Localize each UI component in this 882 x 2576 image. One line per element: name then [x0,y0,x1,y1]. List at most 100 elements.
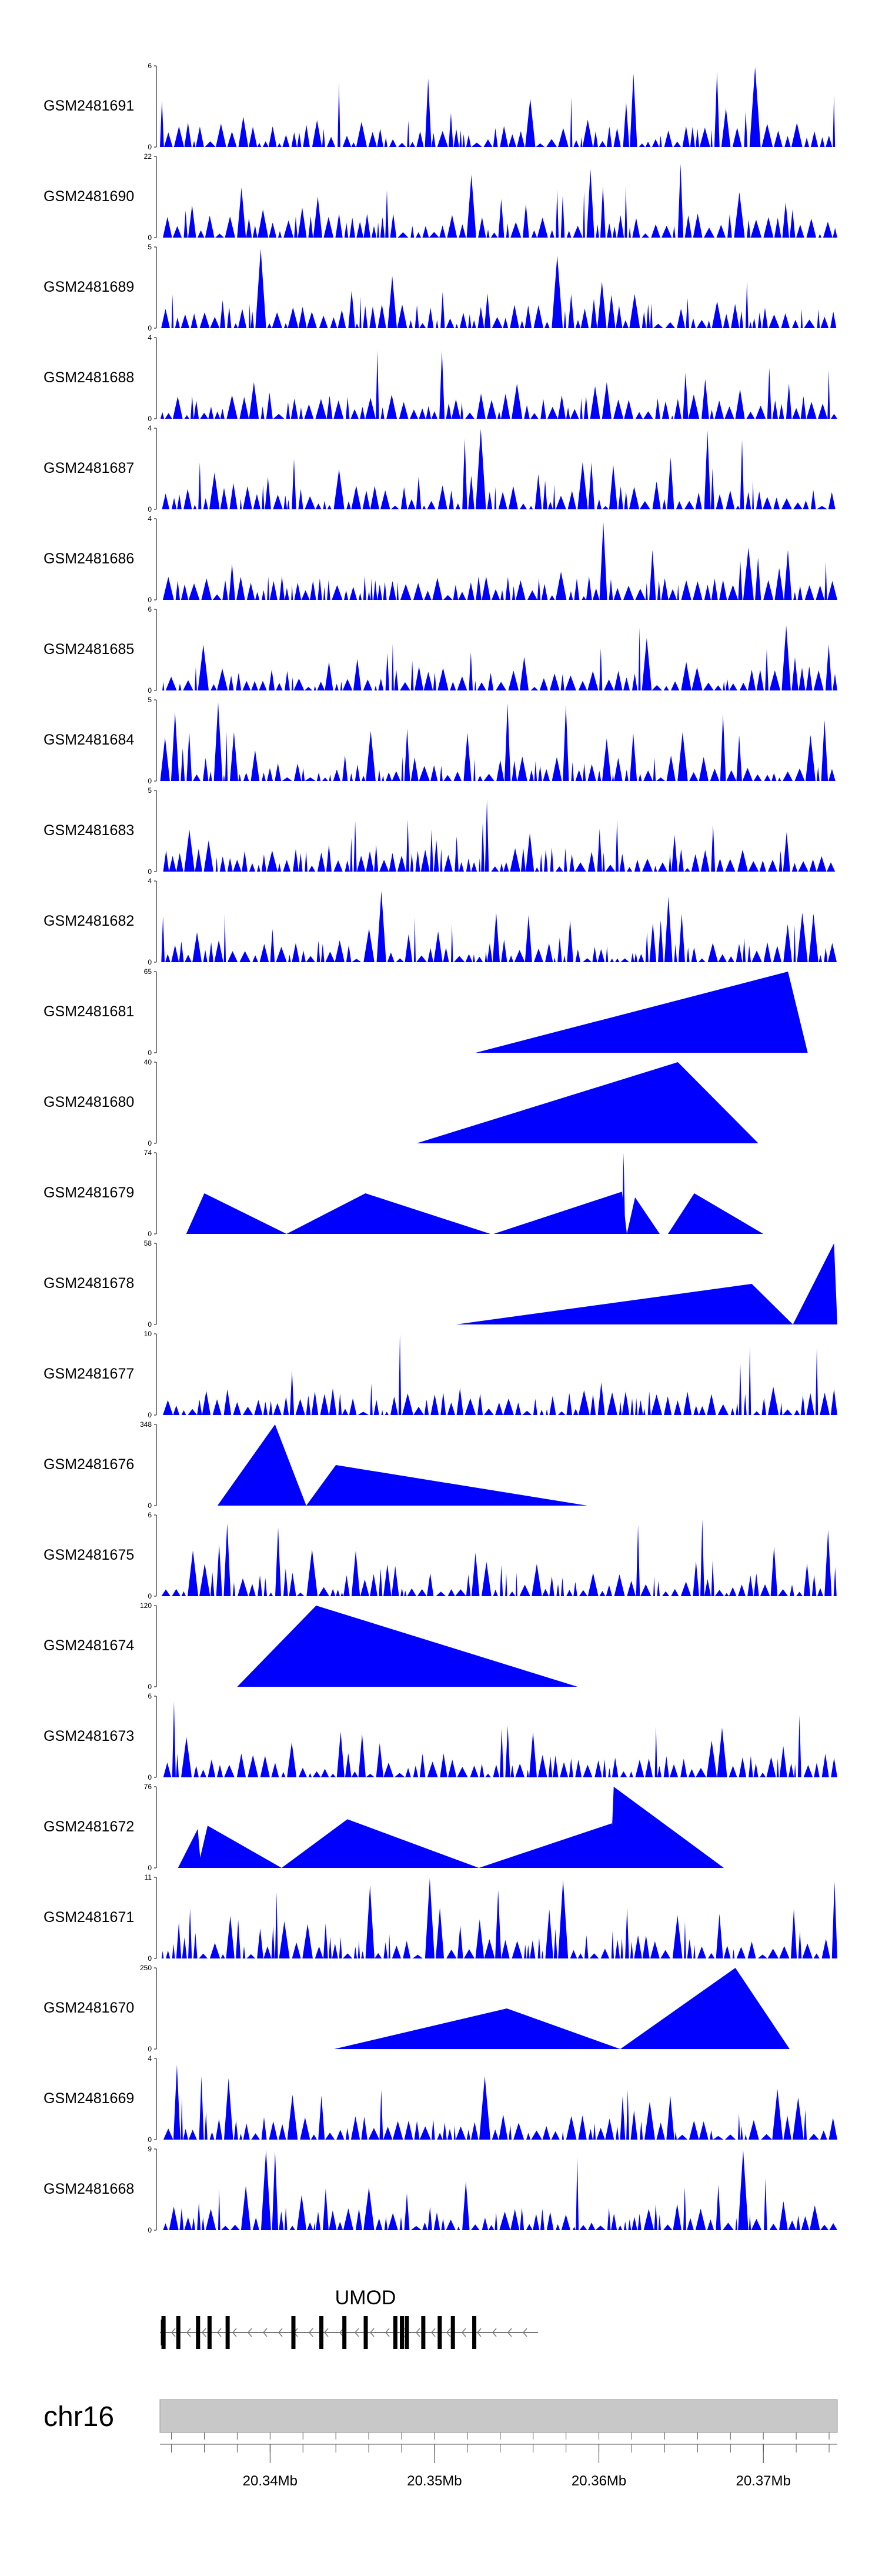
strand-arrow [263,2328,268,2337]
y-max-tick-label: 5 [148,786,152,795]
y-max-tick-label: 250 [140,1964,152,1972]
coverage-peak [217,1424,306,1506]
chromosome-band [159,2399,838,2433]
track-label: GSM2481677 [44,1366,134,1382]
coverage-signal [160,429,837,509]
track-label: GSM2481674 [44,1637,134,1654]
track-label: GSM2481689 [44,279,134,295]
x-tick-label: 20.34Mb [243,2473,298,2489]
track-label: GSM2481680 [44,1094,134,1110]
y-min-tick-label: 0 [148,143,152,151]
y-min-tick-label: 0 [148,2045,152,2053]
gene-exon [400,2316,405,2349]
strand-arrow [507,2328,512,2337]
coverage-peak [186,1193,287,1234]
track-label: GSM2481682 [44,913,134,929]
y-min-tick-label: 0 [148,1230,152,1238]
coverage-signal [160,66,837,148]
track-label: GSM2481676 [44,1456,134,1473]
strand-arrow [248,2328,252,2337]
y-max-tick-label: 4 [148,2054,152,2063]
y-max-tick-label: 22 [144,152,152,161]
chromosome-label: chr16 [44,2401,114,2432]
strand-arrow [232,2328,237,2337]
strand-arrow [171,2328,176,2337]
strand-arrow [309,2328,313,2337]
coverage-peak [178,1828,201,1868]
strand-arrow [523,2328,527,2337]
coverage-peak [622,1153,626,1234]
y-max-tick-label: 4 [148,877,152,885]
y-min-tick-label: 0 [148,324,152,332]
gene-exon [319,2316,324,2349]
y-max-tick-label: 65 [144,967,152,976]
coverage-signal [160,163,837,238]
y-max-tick-label: 120 [140,1601,152,1610]
y-min-tick-label: 0 [148,1411,152,1419]
gene-exon [421,2316,426,2349]
y-max-tick-label: 10 [144,1330,152,1338]
strand-arrow [477,2328,482,2337]
coverage-signal [160,1878,837,1958]
track-label: GSM2481678 [44,1275,134,1292]
y-min-tick-label: 0 [148,777,152,785]
gene-exon [161,2320,166,2345]
coverage-peak [493,1192,627,1234]
strand-arrow [217,2328,222,2337]
gene-exon [176,2316,181,2349]
coverage-signal [160,890,837,962]
y-max-tick-label: 74 [144,1149,152,1157]
track-label: GSM2481685 [44,641,134,658]
strand-arrow [370,2328,375,2337]
track-label: GSM2481679 [44,1184,134,1201]
track-label: GSM2481668 [44,2181,134,2197]
gene-exon [472,2316,477,2349]
strand-arrow [446,2328,451,2337]
coverage-peak [475,972,808,1053]
y-min-tick-label: 0 [148,958,152,966]
track-label: GSM2481669 [44,2090,134,2107]
y-min-tick-label: 0 [148,1954,152,1963]
strand-arrow [385,2328,390,2337]
y-max-tick-label: 5 [148,243,152,251]
strand-arrow [416,2328,420,2337]
y-max-tick-label: 40 [144,1058,152,1066]
y-max-tick-label: 348 [140,1420,152,1429]
coverage-peak [456,1284,793,1324]
coverage-signal [160,350,837,419]
coverage-peak [416,1062,759,1143]
strand-arrow [186,2328,191,2337]
coverage-signal [160,248,837,328]
coverage-peak [627,1197,660,1234]
coverage-peak [281,1819,479,1868]
y-max-tick-label: 6 [148,62,152,70]
x-tick-label: 20.37Mb [736,2473,790,2489]
strand-arrow [431,2328,436,2337]
y-min-tick-label: 0 [148,1139,152,1147]
track-label: GSM2481672 [44,1818,134,1835]
y-max-tick-label: 6 [148,1511,152,1519]
track-label: GSM2481684 [44,732,134,748]
track-label: GSM2481670 [44,2000,134,2016]
gene-exon [405,2316,409,2349]
gene-exon [225,2316,230,2349]
y-max-tick-label: 6 [148,1692,152,1700]
coverage-peak [668,1193,764,1234]
coverage-peak [334,2008,620,2049]
coverage-signal [160,625,837,690]
gene-exon [437,2316,442,2349]
gene-exon [342,2316,347,2349]
gene-exon [450,2316,455,2349]
y-min-tick-label: 0 [148,1049,152,1057]
y-max-tick-label: 4 [148,424,152,432]
y-max-tick-label: 9 [148,2145,152,2153]
y-max-tick-label: 5 [148,696,152,704]
track-label: GSM2481681 [44,1003,134,1020]
coverage-signal [160,1701,837,1777]
track-label: GSM2481687 [44,460,134,476]
y-min-tick-label: 0 [148,686,152,695]
y-min-tick-label: 0 [148,233,152,242]
coverage-signal [160,2064,837,2140]
strand-arrow [324,2328,329,2337]
